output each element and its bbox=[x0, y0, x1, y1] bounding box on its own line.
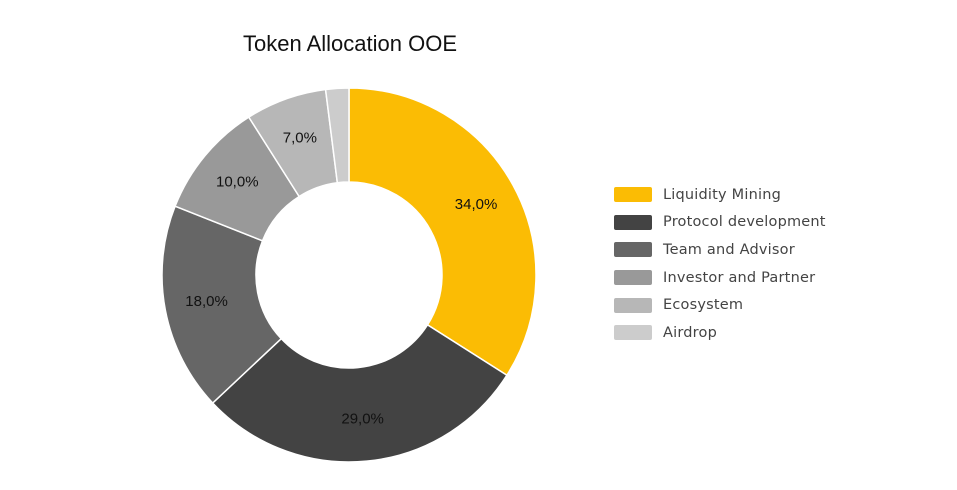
legend-item-ecosystem: Ecosystem bbox=[614, 291, 826, 319]
chart-title: Token Allocation OOE bbox=[242, 31, 457, 56]
legend-label: Team and Advisor bbox=[663, 241, 795, 258]
legend-label: Airdrop bbox=[663, 324, 717, 341]
legend-label: Liquidity Mining bbox=[663, 186, 781, 203]
data-label-investor-and-partner: 10,0% bbox=[216, 174, 259, 191]
slice-protocol-development bbox=[211, 323, 508, 463]
legend-item-investor-and-partner: Investor and Partner bbox=[614, 264, 826, 292]
data-label-ecosystem: 7,0% bbox=[283, 130, 317, 147]
legend-swatch bbox=[614, 242, 652, 258]
slice-team-and-advisor bbox=[161, 205, 283, 405]
data-label-protocol-development: 29,0% bbox=[341, 410, 384, 427]
data-label-liquidity-mining: 34,0% bbox=[455, 196, 498, 213]
legend: Liquidity Mining Protocol development Team… bbox=[614, 181, 826, 347]
legend-label: Investor and Partner bbox=[663, 269, 816, 286]
legend-label: Protocol development bbox=[663, 214, 826, 231]
slice-liquidity-mining bbox=[348, 87, 537, 377]
data-label-team-and-advisor: 18,0% bbox=[185, 293, 228, 310]
legend-label: Ecosystem bbox=[663, 297, 744, 314]
legend-swatch bbox=[614, 214, 652, 230]
legend-swatch bbox=[614, 187, 652, 203]
legend-item-protocol-development: Protocol development bbox=[614, 209, 826, 237]
legend-item-liquidity-mining: Liquidity Mining bbox=[614, 181, 826, 209]
legend-swatch bbox=[614, 270, 652, 286]
legend-item-airdrop: Airdrop bbox=[614, 319, 826, 347]
legend-swatch bbox=[614, 325, 652, 341]
slice-airdrop bbox=[324, 87, 350, 184]
legend-item-team-and-advisor: Team and Advisor bbox=[614, 236, 826, 264]
legend-swatch bbox=[614, 297, 652, 313]
